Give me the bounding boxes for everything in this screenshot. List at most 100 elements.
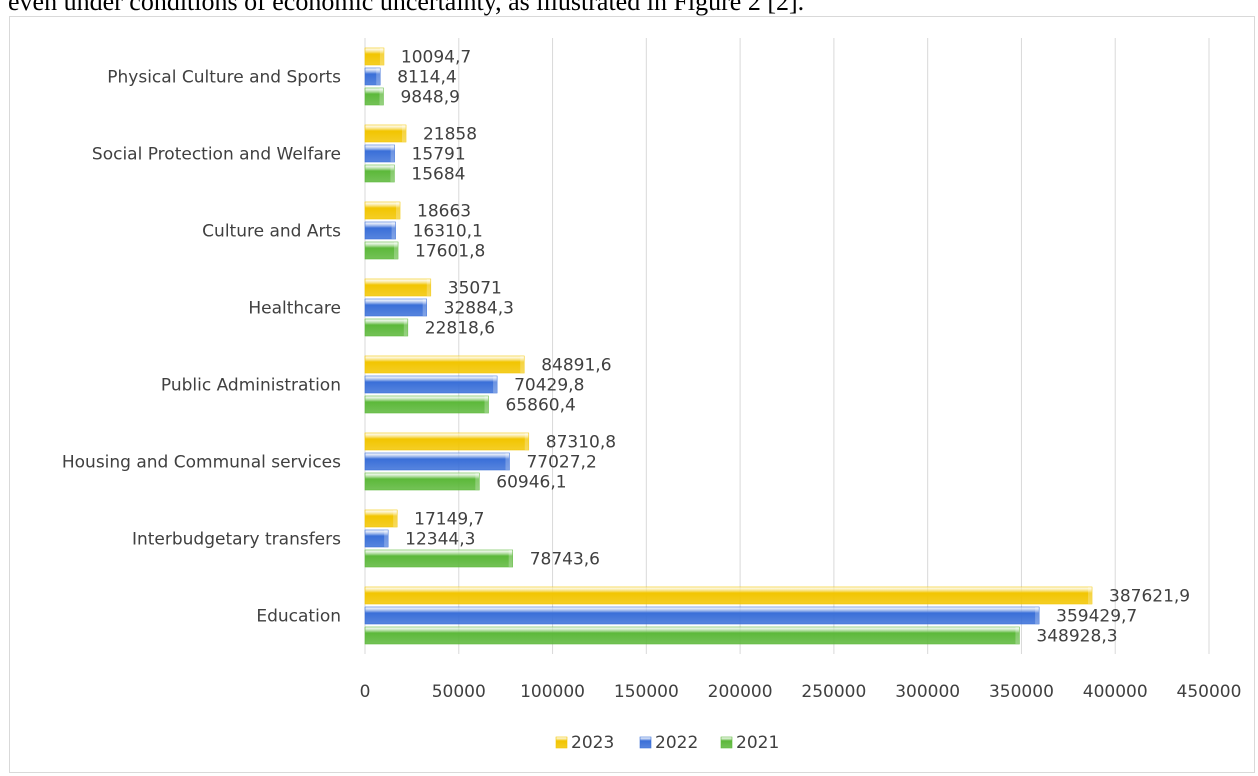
- bar-2021-social-protection-and-welfare: [364, 164, 395, 183]
- bar-cap: [403, 319, 408, 336]
- bar-2022-physical-culture-and-sports: [364, 67, 381, 86]
- chart-frame: [9, 16, 1255, 773]
- legend-label-2021: 2021: [736, 733, 779, 753]
- bar-2023-housing-and-communal-services: [364, 432, 530, 451]
- bar-cap: [422, 299, 427, 316]
- bar-2021-interbudgetary-transfers: [364, 549, 513, 568]
- legend: 2023 2022 2021: [555, 733, 779, 753]
- legend-swatch-2022: [639, 736, 652, 749]
- data-label-2023-culture-and-arts: 18663: [417, 202, 471, 222]
- x-tick-label: 350000: [989, 682, 1054, 702]
- x-tick-labels: 0 50000 100000 150000 200000 250000 300000 3500…: [360, 682, 1242, 702]
- category-labels: Physical Culture and Sports Social Protec…: [62, 68, 341, 627]
- category-label-physical-culture-and-sports: Physical Culture and Sports: [107, 68, 341, 88]
- data-label-2021-healthcare: 22818,6: [425, 319, 495, 339]
- bar-cap: [394, 242, 399, 259]
- data-label-2022-healthcare: 32884,3: [444, 299, 514, 319]
- bar-2023-interbudgetary-transfers: [364, 509, 398, 528]
- category-label-culture-and-arts: Culture and Arts: [202, 222, 341, 242]
- bar-2022-healthcare: [364, 298, 427, 317]
- category-label-social-protection-and-welfare: Social Protection and Welfare: [92, 145, 341, 165]
- bar-cap: [379, 88, 384, 105]
- bar-cap: [505, 453, 510, 470]
- bar-2023-social-protection-and-welfare: [364, 124, 407, 143]
- gridlines: [364, 38, 1210, 654]
- bar-2023-physical-culture-and-sports: [364, 47, 385, 66]
- data-label-2023-healthcare: 35071: [448, 279, 502, 299]
- x-tick-label: 150000: [614, 682, 679, 702]
- bars: [364, 47, 1093, 645]
- data-label-2021-interbudgetary-transfers: 78743,6: [530, 550, 600, 570]
- bar-cap: [379, 48, 384, 65]
- data-label-2022-education: 359429,7: [1056, 607, 1137, 627]
- bar-cap: [1088, 587, 1093, 604]
- data-label-2023-public-administration: 84891,6: [541, 356, 611, 376]
- bar-cap: [376, 68, 381, 85]
- bar-2022-education: [364, 606, 1040, 625]
- bar-cap: [384, 530, 389, 547]
- bar-cap: [1015, 627, 1020, 644]
- bar-2021-housing-and-communal-services: [364, 472, 480, 491]
- bar-2023-public-administration: [364, 355, 525, 374]
- data-label-2021-social-protection-and-welfare: 15684: [411, 165, 465, 185]
- data-label-2021-housing-and-communal-services: 60946,1: [496, 473, 566, 493]
- bar-cap: [391, 222, 396, 239]
- bar-cap: [401, 125, 406, 142]
- data-label-2023-interbudgetary-transfers: 17149,7: [414, 510, 484, 530]
- x-tick-label: 100000: [520, 682, 585, 702]
- category-label-education: Education: [256, 607, 341, 627]
- data-label-2022-public-administration: 70429,8: [514, 376, 584, 396]
- data-label-2021-culture-and-arts: 17601,8: [415, 242, 485, 262]
- bar-2022-housing-and-communal-services: [364, 452, 510, 471]
- x-tick-label: 250000: [801, 682, 866, 702]
- data-label-2022-culture-and-arts: 16310,1: [413, 222, 483, 242]
- data-label-2022-housing-and-communal-services: 77027,2: [526, 453, 596, 473]
- bar-2021-public-administration: [364, 395, 489, 414]
- bar-2021-culture-and-arts: [364, 241, 399, 260]
- category-label-healthcare: Healthcare: [248, 299, 341, 319]
- x-tick-label: 450000: [1177, 682, 1242, 702]
- caption-text: even under conditions of economic uncert…: [8, 0, 805, 16]
- bar-2021-physical-culture-and-sports: [364, 87, 384, 106]
- bar-cap: [393, 510, 398, 527]
- bar-2021-education: [364, 626, 1020, 645]
- x-tick-label: 0: [360, 682, 371, 702]
- data-label-2021-public-administration: 65860,4: [506, 396, 576, 416]
- category-label-interbudgetary-transfers: Interbudgetary transfers: [132, 530, 341, 550]
- bar-2023-healthcare: [364, 278, 432, 297]
- legend-swatch-2023: [555, 736, 568, 749]
- category-label-housing-and-communal-services: Housing and Communal services: [62, 453, 341, 473]
- data-label-2023-physical-culture-and-sports: 10094,7: [401, 48, 471, 68]
- bar-cap: [520, 356, 525, 373]
- bar-cap: [390, 145, 395, 162]
- legend-label-2022: 2022: [655, 733, 698, 753]
- bar-cap: [475, 473, 480, 490]
- bar-cap: [1035, 607, 1040, 624]
- data-label-2021-physical-culture-and-sports: 9848,9: [400, 88, 459, 108]
- bar-2022-social-protection-and-welfare: [364, 144, 395, 163]
- bar-2023-culture-and-arts: [364, 201, 401, 220]
- x-tick-label: 300000: [895, 682, 960, 702]
- value-labels: 10094,78114,49848,9218581579115684186631…: [397, 48, 1190, 647]
- bar-2022-public-administration: [364, 375, 498, 394]
- data-label-2022-physical-culture-and-sports: 8114,4: [397, 68, 456, 88]
- bar-cap: [508, 550, 513, 567]
- legend-swatch-2021: [720, 736, 733, 749]
- legend-label-2023: 2023: [571, 733, 614, 753]
- bar-2021-healthcare: [364, 318, 409, 337]
- bar-2022-interbudgetary-transfers: [364, 529, 389, 548]
- data-label-2022-interbudgetary-transfers: 12344,3: [405, 530, 475, 550]
- data-label-2021-education: 348928,3: [1036, 627, 1117, 647]
- x-tick-label: 400000: [1083, 682, 1148, 702]
- bar-cap: [524, 433, 529, 450]
- bar-cap: [390, 165, 395, 182]
- bar-2023-education: [364, 586, 1093, 605]
- bar-cap: [396, 202, 401, 219]
- data-label-2023-education: 387621,9: [1109, 587, 1190, 607]
- category-label-public-administration: Public Administration: [161, 376, 341, 396]
- x-tick-label: 200000: [708, 682, 773, 702]
- x-tick-label: 50000: [432, 682, 486, 702]
- data-label-2023-social-protection-and-welfare: 21858: [423, 125, 477, 145]
- bar-2022-culture-and-arts: [364, 221, 396, 240]
